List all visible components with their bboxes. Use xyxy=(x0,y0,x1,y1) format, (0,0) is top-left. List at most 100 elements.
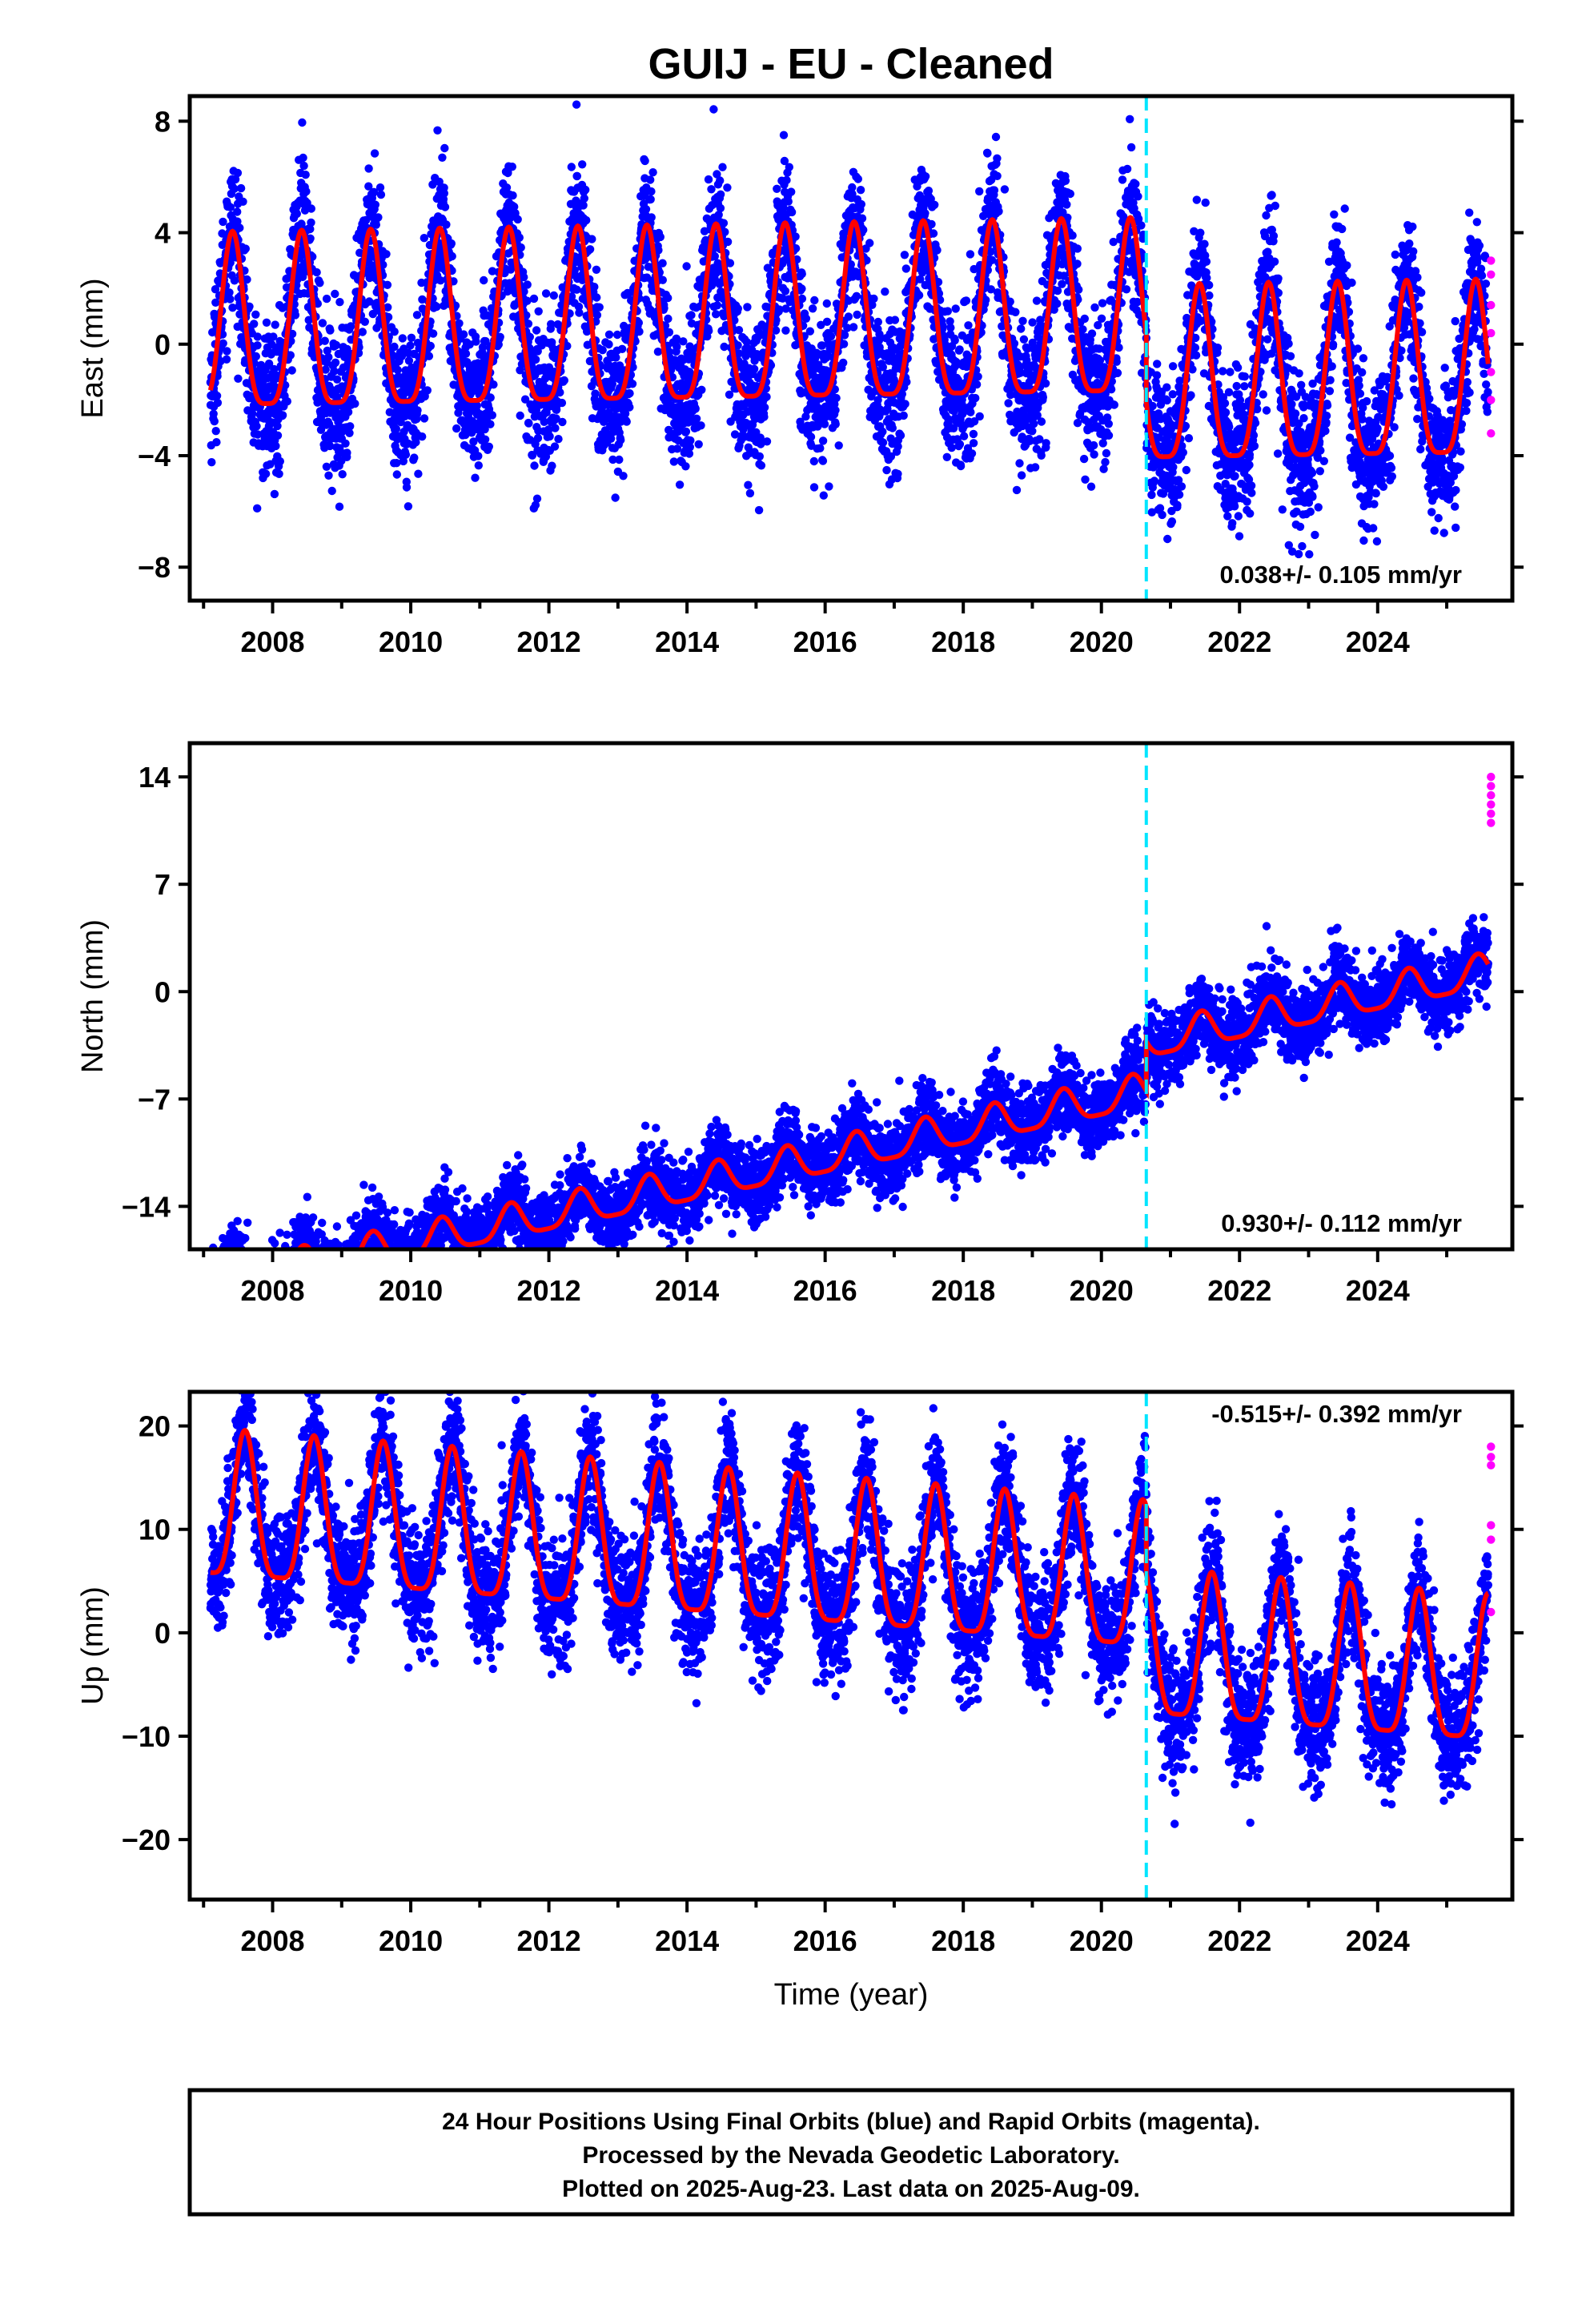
data-point xyxy=(1062,200,1071,209)
data-point xyxy=(625,389,634,398)
data-point xyxy=(488,411,496,420)
data-point xyxy=(440,203,450,211)
data-point xyxy=(1058,279,1066,288)
data-point xyxy=(697,385,706,394)
data-point xyxy=(291,311,300,320)
data-point xyxy=(362,215,371,224)
data-point xyxy=(301,171,310,179)
data-point xyxy=(472,401,481,410)
data-point xyxy=(734,326,744,335)
data-point xyxy=(278,411,287,420)
data-point xyxy=(423,386,432,395)
data-point xyxy=(930,200,939,209)
data-point xyxy=(1126,143,1136,152)
data-point xyxy=(723,237,733,247)
data-point xyxy=(967,449,977,458)
data-point xyxy=(969,429,978,439)
data-point xyxy=(878,438,888,447)
data-point xyxy=(704,175,713,184)
data-point xyxy=(754,505,764,515)
data-point xyxy=(426,341,435,351)
data-point xyxy=(893,469,902,478)
data-point xyxy=(890,316,900,324)
data-point xyxy=(994,207,1003,216)
data-point xyxy=(1073,419,1082,428)
data-point xyxy=(806,432,816,441)
data-point xyxy=(230,184,239,193)
data-point xyxy=(1104,431,1114,440)
data-point xyxy=(1104,420,1114,428)
data-point xyxy=(253,504,262,513)
data-point xyxy=(524,320,533,328)
data-point xyxy=(516,411,524,420)
data-point xyxy=(1004,399,1013,408)
data-point xyxy=(364,182,373,191)
data-point xyxy=(943,307,953,316)
data-point xyxy=(302,187,311,196)
data-point xyxy=(1073,244,1082,253)
data-point xyxy=(929,229,938,238)
data-point xyxy=(320,336,329,345)
data-point xyxy=(582,215,591,225)
data-point xyxy=(822,317,832,326)
data-point xyxy=(469,437,478,446)
data-point xyxy=(343,344,351,354)
data-point xyxy=(1131,179,1140,188)
data-point xyxy=(401,450,411,459)
data-point xyxy=(840,331,849,340)
data-point xyxy=(376,190,386,199)
data-point xyxy=(964,321,973,330)
data-point xyxy=(331,358,340,367)
data-point xyxy=(375,183,385,192)
data-point xyxy=(687,311,696,320)
data-point xyxy=(781,287,790,296)
data-point xyxy=(241,244,250,253)
data-point xyxy=(745,489,755,498)
data-point xyxy=(598,346,607,355)
data-point xyxy=(520,272,528,282)
data-point xyxy=(1037,417,1046,426)
data-point xyxy=(580,194,588,203)
data-point xyxy=(901,400,909,408)
data-point xyxy=(228,304,237,312)
data-point xyxy=(857,199,866,209)
data-point xyxy=(307,218,315,227)
data-point xyxy=(448,251,456,261)
data-point xyxy=(990,186,999,195)
data-point xyxy=(292,209,301,219)
data-point xyxy=(969,439,978,448)
data-point xyxy=(286,351,295,360)
data-point xyxy=(857,214,867,223)
data-point xyxy=(299,161,308,171)
data-point xyxy=(496,332,504,341)
data-point xyxy=(438,153,447,162)
data-point xyxy=(551,424,560,432)
data-point xyxy=(1099,464,1108,473)
data-point xyxy=(839,340,849,348)
data-point xyxy=(648,168,657,177)
data-point xyxy=(1118,175,1127,184)
data-point xyxy=(452,424,461,433)
data-point xyxy=(1053,300,1062,308)
data-point xyxy=(1089,440,1098,450)
data-point xyxy=(1114,343,1123,352)
data-point xyxy=(414,469,423,478)
data-point xyxy=(298,118,307,127)
data-point xyxy=(647,213,656,222)
data-point xyxy=(993,154,1002,163)
data-point xyxy=(955,345,964,354)
data-point xyxy=(532,326,541,335)
data-point xyxy=(1113,368,1122,377)
data-point xyxy=(404,502,413,511)
data-point xyxy=(299,153,307,163)
data-point xyxy=(358,328,367,336)
data-point xyxy=(628,380,637,388)
data-point xyxy=(383,280,392,289)
data-point xyxy=(390,342,399,352)
data-point xyxy=(545,432,554,441)
data-point xyxy=(379,260,387,269)
data-point xyxy=(888,424,897,432)
data-point xyxy=(442,220,451,229)
data-point xyxy=(1087,329,1097,338)
data-point xyxy=(233,168,243,178)
